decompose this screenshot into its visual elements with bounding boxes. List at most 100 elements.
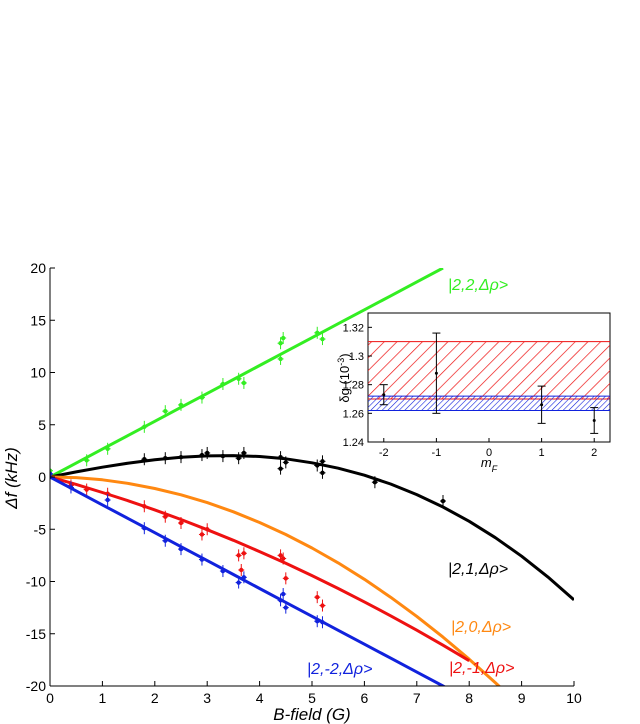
series-4-point-1: [67, 481, 74, 494]
data-point: [320, 459, 325, 464]
series-3-point-13: [280, 552, 287, 565]
data-point: [315, 463, 320, 468]
series-3-point-10: [238, 564, 245, 577]
series-4-point-12: [282, 601, 289, 614]
series-1-point-1: [141, 453, 148, 466]
series-1-point-13: [319, 466, 326, 479]
series-1-point-7: [235, 452, 242, 465]
data-point: [199, 395, 205, 400]
data-point: [280, 335, 286, 341]
data-point: [178, 520, 184, 526]
data-point: [320, 336, 325, 342]
data-point: [105, 491, 110, 496]
series-3-point-2: [83, 483, 90, 496]
series-0-point-11: [277, 337, 284, 350]
main-y-tick-label: -20: [26, 678, 46, 694]
inset-x-tick-label: 0: [486, 447, 492, 459]
series-line-0: [50, 268, 444, 479]
series-0-point-6: [198, 391, 205, 404]
data-point: [280, 591, 286, 597]
series-0-point-7: [219, 377, 226, 390]
data-point: [283, 576, 288, 581]
data-point: [440, 498, 446, 504]
inset-data-point: [434, 371, 438, 375]
data-point: [236, 553, 241, 558]
inset-y-tick-label: 1.24: [343, 437, 364, 449]
data-point: [199, 532, 205, 537]
series-1-point-16: [440, 495, 446, 508]
inset-point-2: [537, 385, 546, 424]
data-point: [199, 557, 205, 562]
series-4-point-3: [141, 522, 148, 535]
series-0-point-1: [83, 454, 90, 467]
data-point: [236, 376, 241, 381]
data-point: [142, 457, 147, 462]
series-0-point-13: [314, 326, 321, 339]
inset-x-tick-label: 2: [591, 447, 597, 459]
main-series-layer: [50, 268, 574, 686]
series-4-point-13: [314, 615, 321, 628]
series-3-point-5: [162, 510, 169, 523]
data-point: [278, 598, 283, 603]
main-y-axis-label: Δf (kHz): [2, 447, 21, 509]
inset-data-point: [592, 419, 596, 422]
series-4-point-6: [198, 553, 205, 566]
data-point: [241, 450, 247, 456]
main-y-tick-label: 10: [30, 365, 46, 381]
curve-label-2-m1: |2,-1,Δρ>: [449, 660, 514, 677]
data-point: [142, 424, 147, 430]
series-4-point-2: [104, 493, 111, 506]
inset-data-point: [540, 403, 544, 407]
main-y-tick-label: 20: [30, 260, 46, 276]
data-point: [315, 594, 320, 600]
series-0-point-12: [280, 332, 287, 345]
series-1-point-8: [240, 446, 247, 459]
series-3-point-4: [141, 500, 148, 513]
main-x-axis-label: B-field (G): [273, 705, 350, 724]
inset-points-layer: [379, 332, 599, 434]
series-4-point-7: [219, 565, 226, 578]
data-point: [142, 504, 147, 509]
main-x-tick-label: 0: [46, 690, 54, 706]
series-1-point-4: [198, 449, 205, 462]
inset-y-tick-label: 1.32: [343, 322, 364, 334]
data-point: [199, 452, 205, 458]
inset-data-point: [382, 393, 386, 397]
inset-bands-layer: [368, 341, 610, 411]
main-y-tick-label: -10: [26, 574, 46, 590]
curve-label-2-m2: |2,-2,Δρ>: [307, 661, 372, 678]
series-0-point-14: [319, 333, 326, 346]
series-0-point-5: [178, 398, 184, 411]
main-y-tick-label: 15: [30, 312, 46, 328]
series-4-point-9: [240, 571, 247, 584]
data-point: [236, 455, 241, 461]
data-point: [283, 460, 288, 465]
inset-band-0: [368, 341, 610, 399]
data-point: [278, 553, 283, 558]
main-x-tick-label: 5: [308, 690, 316, 706]
main-x-tick-label: 9: [518, 690, 526, 706]
series-3-point-16: [319, 599, 326, 612]
data-point: [220, 453, 226, 459]
main-x-tick-label: 7: [413, 690, 421, 706]
data-point: [315, 619, 320, 624]
series-3-point-8: [204, 523, 211, 536]
main-x-tick-label: 3: [203, 690, 211, 706]
series-1-point-9: [277, 451, 284, 464]
data-point: [241, 575, 247, 580]
inset-y-tick-label: 1.26: [343, 408, 364, 420]
data-point: [163, 514, 168, 519]
series-4-point-8: [235, 576, 242, 589]
data-point: [280, 556, 286, 561]
series-0-point-3: [141, 420, 148, 433]
series-1-point-15: [371, 476, 378, 489]
inset-y-tick-label: 1.3: [349, 351, 364, 363]
inset-point-0: [379, 384, 388, 406]
inset-x-axis-label: mF: [481, 455, 498, 474]
data-point: [105, 497, 110, 503]
series-4-point-10: [277, 594, 284, 607]
main-x-tick-label: 2: [151, 690, 159, 706]
